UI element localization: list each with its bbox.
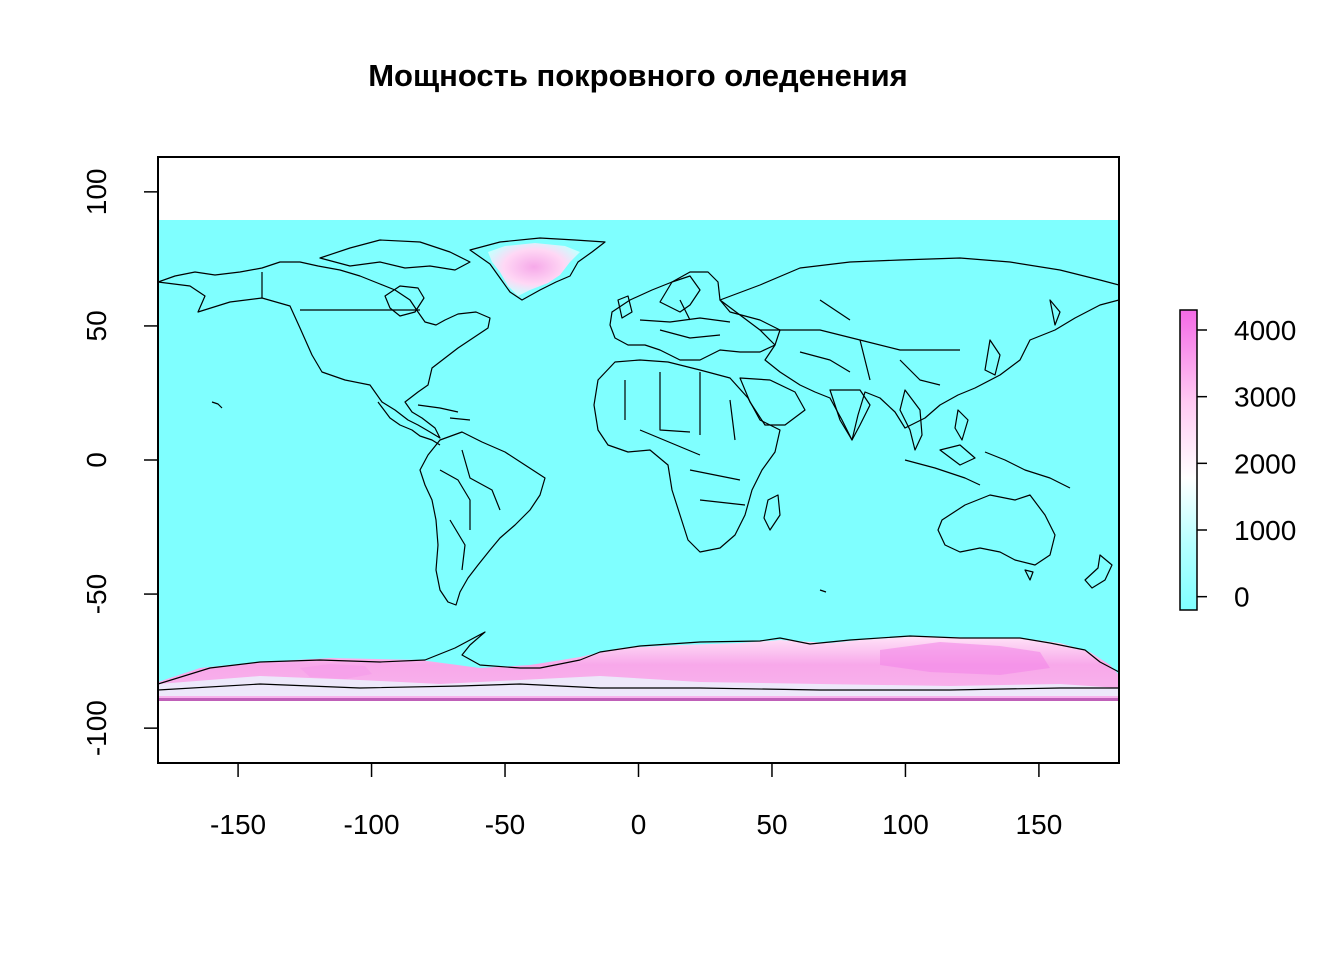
australia-outline [937,494,1056,566]
x-tick-label: 0 [631,809,647,840]
y-tick-label: -50 [81,574,112,614]
antarctica-shelf-edge [158,683,1119,691]
south-georgia [819,589,827,593]
asia-borders [760,299,960,386]
new-zealand [1084,554,1113,589]
antarctica-peak [880,642,1050,675]
us-canada-border [261,272,420,311]
x-tick-label: 50 [756,809,787,840]
europe-borders [639,299,731,339]
southeast-asia [899,389,923,451]
north-america-outline [158,261,491,439]
japan [984,339,1001,376]
asia-outline [719,257,1119,441]
coastlines [158,237,1119,691]
africa-borders [624,372,746,506]
x-ticks: -150 -100 -50 0 50 100 150 [210,763,1062,840]
hudson-bay [384,285,425,317]
y-tick-label: 50 [81,310,112,341]
caribbean [417,404,471,421]
x-tick-label: 150 [1016,809,1063,840]
colorbar-tick-label: 1000 [1234,515,1296,546]
y-tick-label: 100 [81,168,112,215]
colorbar [1179,309,1198,611]
south-america-outline [419,431,546,606]
x-tick-label: -50 [485,809,525,840]
antarctica-white-band [158,676,1119,696]
arabia [739,377,806,426]
x-tick-label: -150 [210,809,266,840]
south-pole-row [158,698,1119,701]
south-america-borders [439,449,501,571]
hawaii [211,401,223,409]
india [829,389,871,441]
colorbar-ticks: 0 1000 2000 3000 4000 [1197,315,1296,613]
x-tick-label: 100 [882,809,929,840]
colorbar-tick-label: 2000 [1234,448,1296,479]
map-layer [158,237,1119,701]
y-tick-label: 0 [81,452,112,468]
africa-outline [593,359,781,553]
greenland-ice-sheet [488,243,580,296]
philippines [954,409,969,441]
west-antarctica-peak [300,664,372,679]
tasmania [1024,569,1034,581]
central-america-outline [377,401,441,446]
colorbar-tick-label: 0 [1234,582,1250,613]
madagascar [763,494,781,531]
colorbar-tick-label: 4000 [1234,315,1296,346]
canada-arctic-islands [319,239,471,271]
raster-zero-field [158,220,1119,700]
y-ticks: 100 50 0 -50 -100 [81,168,158,756]
x-tick-label: -100 [344,809,400,840]
antarctica-outline [158,631,1119,685]
kamchatka [1049,299,1061,326]
colorbar-tick-label: 3000 [1234,382,1296,413]
scandinavia [659,275,701,313]
y-tick-label: -100 [81,700,112,756]
indonesia [904,444,1071,489]
greenland-outline [469,237,606,301]
chart-title: Мощность покровного оледенения [368,58,908,93]
british-isles [617,295,633,319]
